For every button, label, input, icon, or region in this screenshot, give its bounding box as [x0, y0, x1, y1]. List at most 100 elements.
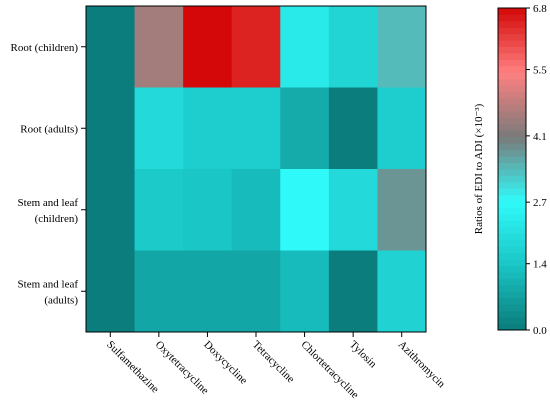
colorbar-swatch	[498, 220, 526, 228]
heatmap-cell	[231, 6, 281, 88]
colorbar-tick-label: 0.0	[533, 325, 547, 337]
colorbar-frame	[497, 7, 527, 331]
heatmap-cell	[86, 250, 136, 333]
heatmap-cell	[134, 169, 184, 251]
colorbar-swatch	[498, 53, 526, 60]
colorbar-swatch	[498, 297, 526, 305]
x-tick-label: Sulfamethazine	[104, 339, 161, 396]
colorbar-swatch	[498, 136, 526, 144]
x-tick-label: Azithromycin	[396, 339, 448, 391]
colorbar-swatch	[498, 46, 526, 54]
heatmap-cell	[377, 250, 427, 333]
heatmap-cell	[328, 169, 378, 251]
colorbar-swatch	[498, 149, 526, 157]
heatmap-cell	[86, 6, 136, 88]
colorbar-swatch	[498, 239, 526, 247]
heatmap-cell	[134, 250, 184, 333]
colorbar-swatch	[498, 291, 526, 299]
heatmap-cell	[280, 250, 330, 333]
heatmap-cell	[377, 6, 427, 88]
colorbar-swatch	[498, 226, 526, 234]
colorbar: 0.0 1.4 2.7 4.1 5.5 6.8	[497, 3, 547, 337]
colorbar-swatch	[498, 175, 526, 183]
y-tick-label: Stem and leaf (adults)	[18, 278, 79, 306]
colorbar-swatch	[498, 194, 526, 202]
colorbar-tick-label: 6.8	[533, 3, 547, 15]
heatmap-cell	[231, 87, 281, 170]
colorbar-swatch	[498, 85, 526, 93]
colorbar-swatch	[498, 214, 526, 221]
colorbar-swatch	[498, 252, 526, 260]
colorbar-title: Ratios of EDI to ADI (×10⁻³)	[473, 103, 485, 234]
heatmap-cell	[328, 87, 378, 170]
x-axis: SulfamethazineOxytetracyclineDoxycycline…	[104, 332, 448, 401]
colorbar-swatch	[498, 111, 526, 118]
heatmap-cell	[86, 169, 136, 251]
y-axis: Root (children) Root (adults) Stem and lea…	[10, 42, 86, 306]
x-tick-label: Tetracycline	[250, 339, 297, 386]
colorbar-swatch	[498, 65, 526, 73]
heatmap-cell	[328, 250, 378, 333]
y-tick-label: Stem and leaf (children)	[18, 197, 79, 225]
colorbar-swatch	[498, 130, 526, 138]
colorbar-swatch	[498, 207, 526, 215]
colorbar-swatch	[498, 162, 526, 170]
heatmap-cell	[183, 250, 233, 333]
heatmap-cell	[231, 250, 281, 333]
colorbar-tick-label: 1.4	[533, 259, 547, 271]
colorbar-swatch	[498, 233, 526, 241]
heatmap-cell	[328, 6, 378, 88]
colorbar-swatch	[498, 98, 526, 105]
colorbar-swatch	[498, 181, 526, 189]
heatmap-cell	[377, 169, 427, 251]
colorbar-swatch	[498, 310, 526, 318]
heatmap-cell	[280, 87, 330, 170]
colorbar-swatch	[498, 40, 526, 48]
colorbar-swatch	[498, 143, 526, 151]
colorbar-swatch	[498, 123, 526, 131]
colorbar-swatch	[498, 27, 526, 35]
x-tick-label: Tylosin	[347, 339, 379, 371]
colorbar-swatch	[498, 304, 526, 312]
colorbar-swatch	[498, 323, 526, 331]
colorbar-swatch	[498, 8, 526, 15]
heatmap-cell	[377, 87, 427, 170]
heatmap-cell	[280, 169, 330, 251]
colorbar-swatch	[498, 272, 526, 279]
colorbar-swatch	[498, 91, 526, 99]
colorbar-swatch	[498, 72, 526, 80]
colorbar-swatch	[498, 104, 526, 112]
y-tick-label: Root (adults)	[20, 123, 78, 135]
heatmap-cell	[183, 87, 233, 170]
colorbar-tick-label: 5.5	[533, 65, 547, 77]
colorbar-swatch	[498, 259, 526, 266]
heatmap-cell	[183, 169, 233, 251]
colorbar-swatch	[498, 14, 526, 22]
colorbar-swatch	[498, 169, 526, 176]
heatmap-cells	[86, 6, 427, 333]
x-tick-label: Doxycycline	[201, 339, 249, 387]
colorbar-swatch	[498, 317, 526, 324]
colorbar-tick-label: 2.7	[533, 197, 547, 209]
colorbar-tick-label: 4.1	[533, 131, 547, 143]
y-tick-label: Root (children)	[10, 42, 78, 54]
colorbar-swatch	[498, 156, 526, 163]
colorbar-swatch	[498, 117, 526, 125]
heatmap-cell	[86, 87, 136, 170]
heatmap-cell	[183, 6, 233, 88]
colorbar-swatch	[498, 78, 526, 86]
colorbar-swatch	[498, 284, 526, 292]
colorbar-swatch	[498, 59, 526, 67]
colorbar-swatch	[498, 33, 526, 41]
colorbar-swatch	[498, 278, 526, 286]
heatmap-cell	[231, 169, 281, 251]
heatmap-cell	[134, 6, 184, 88]
colorbar-swatch	[498, 265, 526, 273]
colorbar-swatch	[498, 188, 526, 196]
colorbar-swatch	[498, 201, 526, 209]
colorbar-swatch	[498, 246, 526, 254]
heatmap-cell	[280, 6, 330, 88]
colorbar-swatch	[498, 20, 526, 28]
heatmap-cell	[134, 87, 184, 170]
